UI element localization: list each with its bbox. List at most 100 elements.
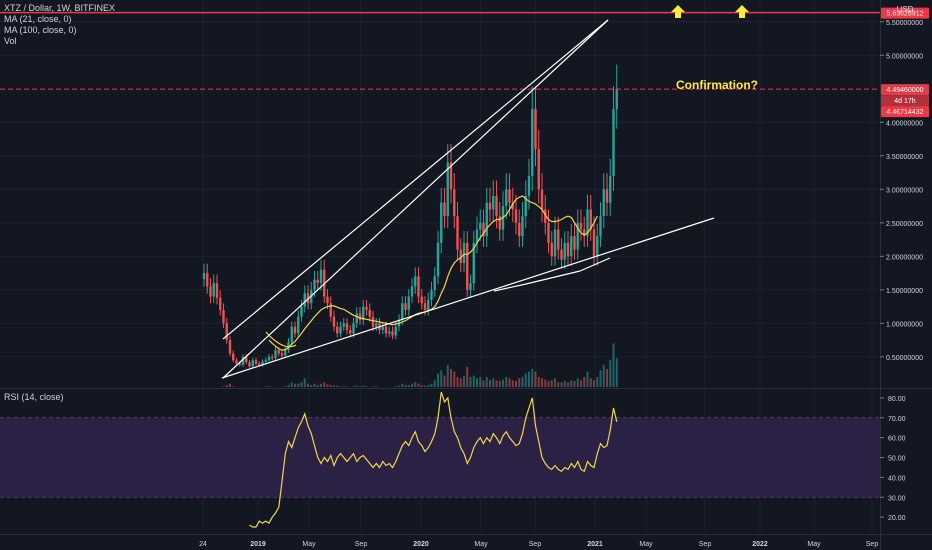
candle-body <box>436 242 440 277</box>
time-axis[interactable]: 24 2019 May Sep 2020 May Sep 2021 May Sep 2022 May S… <box>199 541 878 548</box>
candle-body <box>589 209 592 230</box>
candle-body <box>245 356 248 363</box>
time-tick-label: 24 <box>199 541 207 548</box>
candle-body <box>238 363 241 365</box>
price-tick-label: 1.50000000 <box>886 288 923 295</box>
resistance-price-tag: 5.63626912 <box>887 11 924 18</box>
candle-body <box>316 279 319 284</box>
time-tick-label: May <box>302 541 316 548</box>
volume-bar <box>420 384 423 387</box>
volume-bar <box>342 386 345 387</box>
volume-bar <box>225 384 228 387</box>
volume-bar <box>284 386 287 387</box>
volume-bar <box>573 380 576 387</box>
candle-body <box>596 236 599 257</box>
candle-body <box>241 356 245 365</box>
volume-bar <box>508 378 511 387</box>
ma21-line <box>268 195 598 351</box>
volume-bar <box>524 373 527 387</box>
candle-body <box>592 229 596 257</box>
candle-body <box>488 202 492 210</box>
volume-bar <box>336 385 339 387</box>
volume-bar <box>505 376 508 387</box>
price-tick-label: 2.00000000 <box>886 254 923 261</box>
volume-bar <box>232 386 235 387</box>
volume-bar <box>362 385 365 387</box>
price-axis[interactable]: 0.50000000 1.00000000 1.50000000 2.00000000… <box>880 20 923 362</box>
volume-bar <box>401 383 404 387</box>
time-tick-label: Sep <box>699 541 712 548</box>
rsi-line <box>249 391 618 528</box>
trend-line <box>493 283 527 292</box>
rsi-legend: RSI (14, close) <box>4 392 64 403</box>
volume-bar <box>511 380 514 387</box>
ma21-legend[interactable]: MA (21, close, 0) <box>4 14 72 24</box>
volume-bar <box>430 383 433 387</box>
candle-body <box>586 209 589 237</box>
candle-body <box>371 316 375 327</box>
volume-bar <box>557 382 560 387</box>
time-tick-label: May <box>807 541 821 548</box>
candle-body <box>511 202 514 210</box>
volume-bar <box>547 380 550 387</box>
price-legend: XTZ / Dollar, 1W, BITFINEX MA (21, close… <box>4 3 115 47</box>
volume-bar <box>541 378 543 387</box>
volume-bar <box>307 383 309 387</box>
volume-bar <box>456 376 459 387</box>
volume-bar <box>615 358 618 387</box>
candle-body <box>550 242 553 257</box>
symbol-title[interactable]: XTZ / Dollar, 1W, BITFINEX <box>4 3 116 13</box>
volume-bar <box>394 386 397 387</box>
countdown-tag: 4d 17h <box>894 98 916 105</box>
candle-body <box>394 326 397 336</box>
volume-bar <box>446 364 449 387</box>
candle-body <box>605 189 609 203</box>
volume-bar <box>537 376 540 387</box>
candle-body <box>206 273 209 287</box>
candle-body <box>235 360 238 364</box>
time-tick-label: Sep <box>355 541 368 548</box>
candle-body <box>544 209 547 223</box>
rsi-axis[interactable]: 20.00 30.00 40.00 50.00 60.00 70.00 80.00 <box>880 396 906 522</box>
trend-line <box>579 257 611 272</box>
countdown-tag-bg <box>881 95 929 107</box>
candle-body <box>514 209 518 223</box>
vol-legend[interactable]: Vol <box>4 36 17 46</box>
candle-body <box>433 276 436 290</box>
candle-body <box>277 350 280 354</box>
rsi-tick-label: 40.00 <box>888 475 906 482</box>
volume-bar <box>472 375 475 387</box>
rsi-title[interactable]: RSI (14, close) <box>4 392 64 402</box>
volume-bar <box>570 380 573 387</box>
candle-body <box>485 202 488 237</box>
candle-body <box>355 313 358 324</box>
volume-bar <box>485 376 488 387</box>
up-arrow-icon <box>671 5 685 18</box>
ma100-legend[interactable]: MA (100, close, 0) <box>4 25 77 35</box>
volume-bar <box>466 366 469 387</box>
volume-bar <box>476 378 478 387</box>
candle-body <box>492 196 495 210</box>
candle-body <box>404 303 407 310</box>
candle-body <box>300 306 303 317</box>
volume-bar <box>482 380 485 387</box>
volume-bar <box>469 376 472 387</box>
volume-bar <box>560 382 563 387</box>
candle-body <box>326 296 329 304</box>
volume-bar <box>404 384 407 387</box>
rsi-tick-label: 60.00 <box>888 436 906 443</box>
price-tick-label: 1.00000000 <box>886 321 923 328</box>
candle-body <box>303 293 306 307</box>
candle-body <box>472 242 475 284</box>
candle-body <box>615 88 618 109</box>
candle-body <box>430 289 433 300</box>
candle-body <box>329 303 332 317</box>
candle-body <box>469 283 472 290</box>
candle-body <box>534 108 537 150</box>
volume-bar <box>352 386 355 387</box>
volume-bar <box>333 385 335 387</box>
ma21-left-arc <box>265 331 297 348</box>
candle-body <box>563 242 566 260</box>
candle-body <box>293 326 297 334</box>
